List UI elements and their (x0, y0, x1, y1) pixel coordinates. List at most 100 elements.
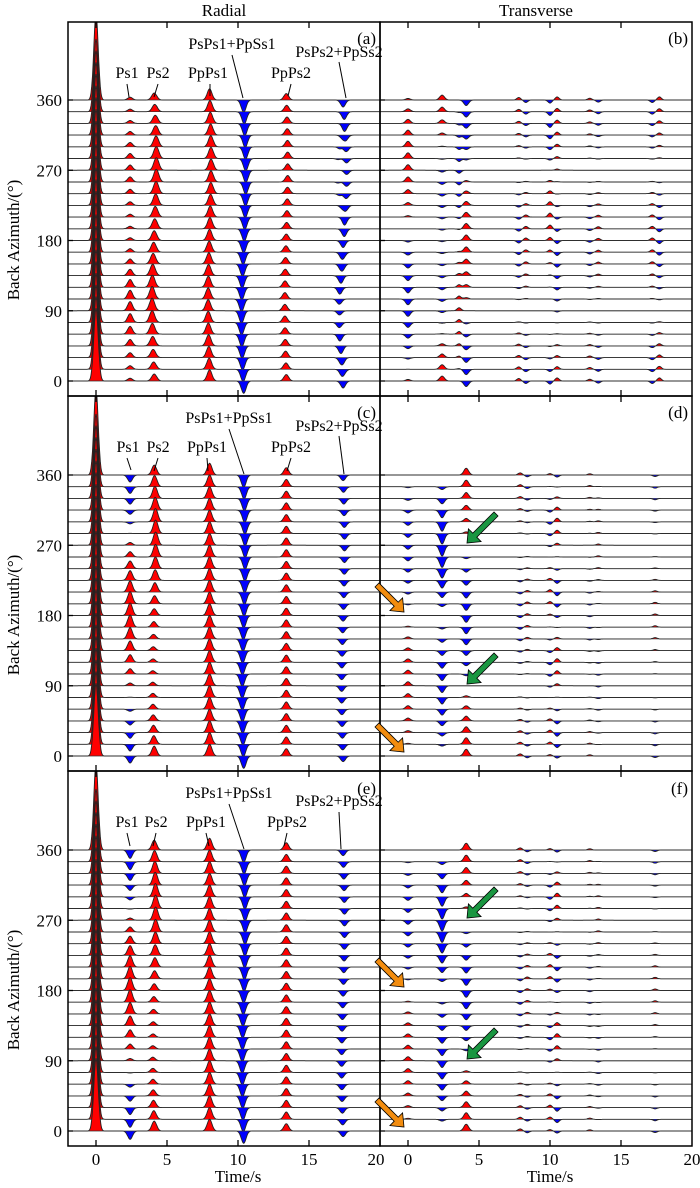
positive-fill (380, 189, 692, 194)
trace-line (380, 669, 692, 682)
trace-line (68, 870, 380, 957)
negative-fill (68, 252, 380, 265)
negative-fill (68, 638, 380, 652)
trace-line (68, 1058, 380, 1144)
panel-b-frame (379, 21, 693, 397)
negative-fill (380, 885, 692, 893)
trace-line (68, 120, 380, 207)
x-tick-label: 15 (613, 1150, 630, 1169)
negative-fill (380, 533, 692, 544)
negative-fill (68, 475, 380, 488)
positive-fill (68, 870, 380, 944)
negative-fill (68, 873, 380, 886)
negative-fill (380, 369, 692, 375)
trace-line (380, 1112, 692, 1124)
negative-fill (68, 111, 380, 124)
trace-line (68, 987, 380, 1074)
negative-fill (380, 1084, 692, 1090)
positive-fill (380, 271, 692, 276)
trace-line (380, 1044, 692, 1057)
negative-fill (68, 978, 380, 991)
negative-fill (68, 650, 380, 663)
phase-label-ps1: Ps1 (115, 814, 138, 831)
positive-fill (68, 648, 380, 721)
phase-leader-line (153, 457, 159, 472)
negative-fill (68, 615, 380, 628)
negative-fill (68, 1002, 380, 1015)
negative-fill (380, 498, 692, 504)
positive-fill (68, 659, 380, 733)
positive-fill (380, 246, 692, 253)
negative-fill (68, 568, 380, 581)
positive-fill (68, 261, 380, 335)
y-tick-label: 180 (37, 982, 63, 1001)
trace-line (68, 683, 380, 769)
trace-line (380, 658, 692, 669)
positive-fill (68, 296, 380, 370)
trace-line (380, 726, 692, 737)
negative-fill (68, 123, 380, 136)
trace-line (68, 554, 380, 640)
trace-line (68, 894, 380, 980)
x-tick-label: 20 (684, 1150, 700, 1169)
negative-fill (380, 1025, 692, 1031)
trace-line (380, 854, 692, 865)
trace-line (380, 879, 692, 894)
trace-line (68, 659, 380, 746)
trace-line (380, 295, 692, 306)
negative-fill (68, 990, 380, 1003)
negative-fill (68, 158, 380, 171)
y-tick-label: 90 (45, 302, 62, 321)
positive-fill (380, 518, 692, 522)
positive-fill (380, 492, 692, 499)
positive-fill (68, 589, 380, 663)
phase-leader-line (338, 435, 345, 475)
positive-fill (68, 999, 380, 1073)
trace-line (68, 132, 380, 219)
phase-leader-line (152, 832, 157, 847)
negative-fill (68, 357, 380, 370)
tick-labels-layer: 0 90 180 270 360 0 90 180 270 360 0 90 180 270 360 0 5 10… (37, 91, 700, 1169)
positive-fill (380, 705, 692, 710)
trace-line (68, 396, 380, 488)
trace-line (68, 85, 380, 172)
negative-fill (380, 744, 692, 748)
negative-fill (68, 100, 380, 113)
trace-line (68, 771, 380, 863)
positive-fill (380, 480, 692, 487)
negative-fill (68, 685, 380, 699)
positive-fill (380, 1045, 692, 1050)
panel-tag-b: (b) (668, 29, 688, 48)
positive-fill (68, 1058, 380, 1131)
negative-fill (380, 545, 692, 557)
positive-fill (380, 1080, 692, 1085)
traces-layer (68, 22, 692, 1144)
trace-line (68, 1011, 380, 1097)
negative-fill (68, 1025, 380, 1038)
panel-tag-f: (f) (671, 779, 688, 798)
negative-fill (380, 943, 692, 954)
trace-line (68, 296, 380, 383)
x-tick-label: 15 (301, 1150, 318, 1169)
negative-fill (380, 322, 692, 328)
trace-line (380, 624, 692, 635)
trace-line (68, 624, 380, 711)
negative-fill (380, 381, 692, 387)
positive-fill (380, 843, 692, 850)
positive-fill (380, 259, 692, 264)
negative-fill (380, 334, 692, 339)
x-tick-label: 5 (475, 1150, 484, 1169)
positive-fill (68, 273, 380, 346)
positive-fill (68, 941, 380, 1014)
trace-line (68, 636, 380, 722)
trace-line (380, 613, 692, 623)
trace-line (380, 555, 692, 568)
trace-line (380, 748, 692, 759)
positive-fill (380, 658, 692, 663)
negative-fill (68, 908, 380, 921)
positive-fill (68, 906, 380, 979)
positive-fill (68, 308, 380, 381)
negative-fill (68, 603, 380, 616)
trace-line (380, 529, 692, 545)
phase-leader-line (228, 803, 245, 850)
